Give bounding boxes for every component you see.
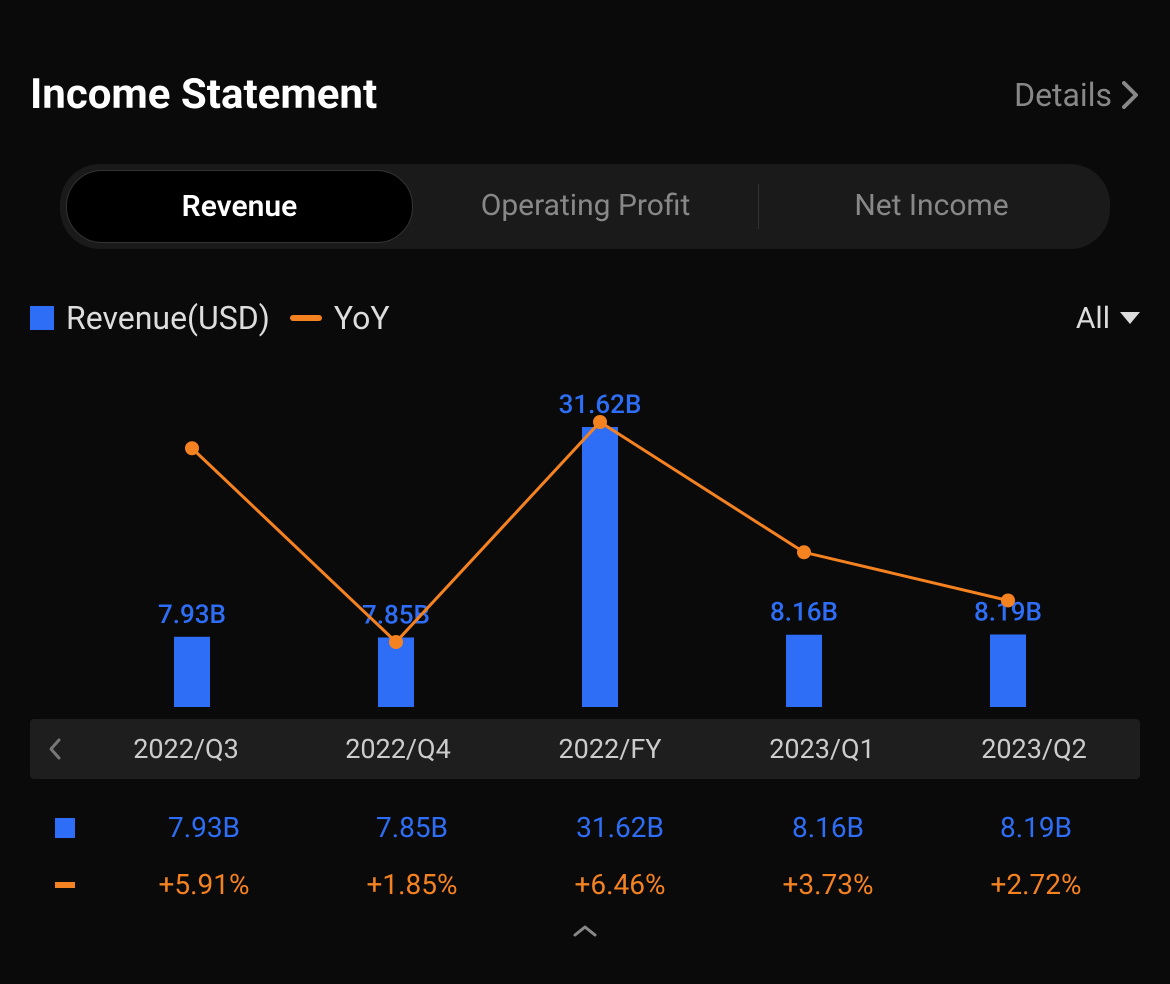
bar-value-label: 8.16B	[770, 598, 838, 628]
legend-label-revenue: Revenue(USD)	[66, 299, 270, 337]
scroll-left-button[interactable]	[30, 737, 80, 761]
revenue-cell: 8.16B	[724, 811, 932, 844]
yoy-cell: +5.91%	[100, 868, 308, 901]
chart-legend: Revenue(USD) YoY	[30, 299, 390, 337]
x-axis-label: 2022/FY	[504, 733, 716, 765]
x-axis-label: 2022/Q3	[80, 733, 292, 765]
chart-area: 7.93B7.85B31.62B8.16B8.19B	[30, 377, 1140, 707]
yoy-marker	[593, 415, 607, 429]
x-axis-label: 2023/Q1	[716, 733, 928, 765]
yoy-cell: +6.46%	[516, 868, 724, 901]
yoy-marker	[185, 441, 199, 455]
legend-label-yoy: YoY	[334, 299, 390, 337]
caret-down-icon	[1120, 312, 1140, 324]
legend-swatch-revenue-icon	[30, 306, 54, 330]
chevron-right-icon	[1122, 81, 1140, 109]
yoy-marker	[389, 635, 403, 649]
revenue-cell: 8.19B	[932, 811, 1140, 844]
bar	[174, 637, 210, 707]
yoy-cell: +2.72%	[932, 868, 1140, 901]
bar	[582, 427, 618, 707]
yoy-cell: +1.85%	[308, 868, 516, 901]
x-axis-row: 2022/Q32022/Q42022/FY2023/Q12023/Q2	[30, 719, 1140, 779]
revenue-cell: 7.85B	[308, 811, 516, 844]
period-filter-dropdown[interactable]: All	[1076, 301, 1140, 336]
bar-value-label: 7.93B	[158, 600, 226, 630]
tab-revenue[interactable]: Revenue	[66, 170, 413, 243]
revenue-cell: 7.93B	[100, 811, 308, 844]
revenue-row: 7.93B7.85B31.62B8.16B8.19B	[30, 799, 1140, 856]
revenue-swatch-icon	[55, 818, 75, 838]
data-table: 7.93B7.85B31.62B8.16B8.19B +5.91%+1.85%+…	[30, 799, 1140, 913]
tab-operating-profit[interactable]: Operating Profit	[413, 170, 758, 243]
legend-swatch-yoy-icon	[290, 315, 322, 321]
combo-chart: 7.93B7.85B31.62B8.16B8.19B	[30, 377, 1140, 707]
filter-label: All	[1076, 301, 1110, 336]
revenue-cell: 31.62B	[516, 811, 724, 844]
yoy-cell: +3.73%	[724, 868, 932, 901]
chevron-left-icon	[47, 737, 63, 761]
yoy-swatch-icon	[55, 882, 75, 888]
bar	[786, 635, 822, 707]
chevron-up-icon	[571, 923, 599, 939]
yoy-marker	[797, 545, 811, 559]
metric-tabs: Revenue Operating Profit Net Income	[60, 164, 1110, 249]
bar	[990, 634, 1026, 707]
x-axis-label: 2023/Q2	[928, 733, 1140, 765]
tab-net-income[interactable]: Net Income	[759, 170, 1104, 243]
x-axis-label: 2022/Q4	[292, 733, 504, 765]
collapse-toggle[interactable]	[30, 923, 1140, 943]
page-title: Income Statement	[30, 70, 377, 119]
yoy-marker	[1001, 593, 1015, 607]
yoy-row: +5.91%+1.85%+6.46%+3.73%+2.72%	[30, 856, 1140, 913]
details-link[interactable]: Details	[1014, 76, 1140, 114]
details-label: Details	[1014, 76, 1112, 114]
